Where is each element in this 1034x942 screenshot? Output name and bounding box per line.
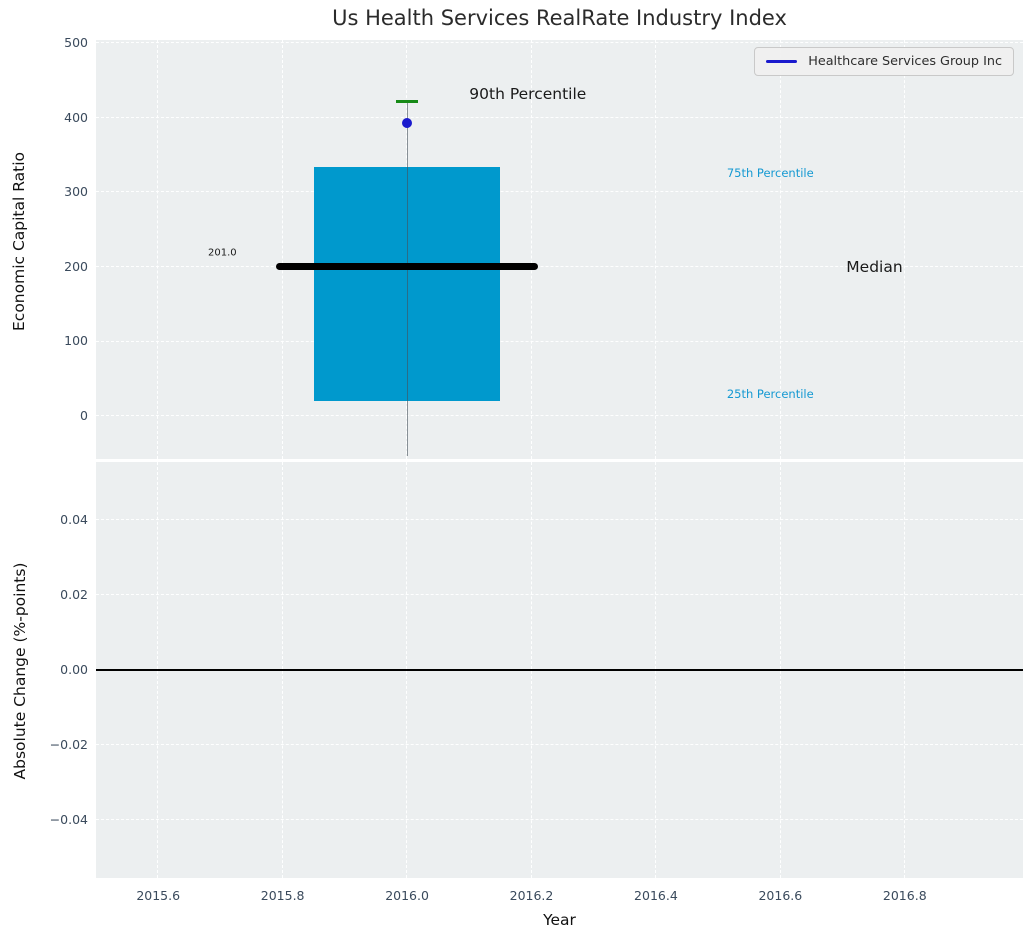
y-gridline bbox=[96, 340, 1023, 342]
y-tick-label: −0.02 bbox=[49, 737, 88, 753]
y-tick-label: 500 bbox=[64, 34, 88, 50]
p90-cap-line bbox=[396, 99, 418, 103]
x-tick-label: 2015.8 bbox=[260, 888, 305, 903]
chart-title: Us Health Services RealRate Industry Ind… bbox=[332, 6, 787, 30]
y-gridline bbox=[96, 594, 1023, 596]
y-gridline bbox=[96, 266, 1023, 268]
whisker-line bbox=[406, 101, 408, 456]
y-gridline bbox=[96, 744, 1023, 746]
zero-line bbox=[96, 669, 1023, 671]
x-tick-label: 2016.4 bbox=[634, 888, 678, 903]
bottom-axes-absolute-change bbox=[96, 462, 1023, 878]
x-tick-label: 2016.8 bbox=[882, 888, 927, 903]
y-gridline bbox=[96, 116, 1023, 118]
y-tick-label: 0.04 bbox=[60, 511, 88, 527]
bottom-y-axis-label: Absolute Change (%-points) bbox=[11, 562, 29, 780]
y-tick-label: 400 bbox=[64, 109, 88, 125]
x-tick-label: 2016.6 bbox=[758, 888, 803, 903]
legend-line-swatch bbox=[766, 60, 798, 63]
x-axis-label: Year bbox=[543, 911, 576, 929]
legend: Healthcare Services Group Inc bbox=[754, 47, 1014, 76]
x-tick-label: 2015.6 bbox=[136, 888, 181, 903]
top-y-axis-label: Economic Capital Ratio bbox=[10, 151, 28, 331]
y-tick-label: 300 bbox=[64, 184, 88, 200]
y-tick-label: 100 bbox=[64, 333, 88, 349]
y-gridline bbox=[96, 819, 1023, 821]
annotation-90th-percentile: 90th Percentile bbox=[469, 84, 587, 103]
x-gridline bbox=[904, 40, 906, 459]
y-tick-label: 0 bbox=[80, 408, 88, 424]
y-gridline bbox=[96, 519, 1023, 521]
y-tick-label: 200 bbox=[64, 258, 88, 274]
annotation-75th-percentile: 75th Percentile bbox=[726, 165, 814, 180]
y-gridline bbox=[96, 42, 1023, 44]
annotation-201-0: 201.0 bbox=[207, 247, 237, 259]
company-data-point bbox=[402, 117, 413, 128]
y-gridline bbox=[96, 191, 1023, 193]
x-tick-label: 2016.2 bbox=[509, 888, 554, 903]
legend-label: Healthcare Services Group Inc bbox=[808, 54, 1002, 69]
x-gridline bbox=[530, 40, 532, 459]
x-tick-label: 2016.0 bbox=[385, 888, 429, 903]
top-axes-economic-capital-ratio: Healthcare Services Group Inc 90th Perce… bbox=[96, 40, 1023, 459]
y-tick-label: −0.04 bbox=[49, 812, 88, 828]
annotation-25th-percentile: 25th Percentile bbox=[726, 387, 814, 402]
y-gridline bbox=[96, 415, 1023, 417]
x-gridline bbox=[779, 40, 781, 459]
median-line bbox=[276, 262, 538, 270]
annotation-median: Median bbox=[846, 257, 903, 276]
x-gridline bbox=[655, 40, 657, 459]
x-gridline bbox=[157, 40, 159, 459]
y-tick-label: 0.02 bbox=[60, 586, 88, 602]
y-tick-label: 0.00 bbox=[60, 662, 88, 677]
x-gridline bbox=[281, 40, 283, 459]
